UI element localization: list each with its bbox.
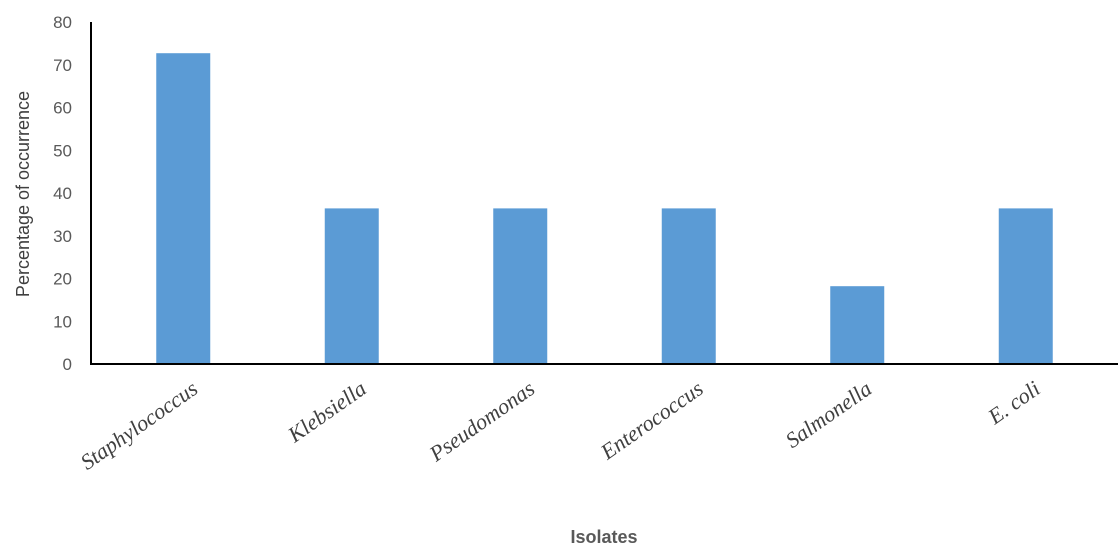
y-axis-title: Percentage of occurrence (13, 91, 33, 297)
bar (493, 208, 548, 364)
y-tick-label: 30 (53, 227, 72, 246)
y-tick-label: 60 (53, 99, 72, 118)
x-category-label: Klebsiella (282, 376, 370, 448)
bar (156, 53, 211, 365)
y-tick-label: 20 (53, 270, 72, 289)
y-axis-ticks: 0 10 20 30 40 50 60 70 80 (53, 13, 72, 374)
x-category-label: E. coli (982, 376, 1044, 430)
x-category-label: Pseudomonas (424, 376, 539, 467)
x-axis-title: Isolates (570, 527, 637, 547)
y-tick-label: 80 (53, 13, 72, 32)
y-tick-label: 40 (53, 184, 72, 203)
y-tick-label: 0 (63, 355, 72, 374)
x-axis-category-labels: Staphylococcus Klebsiella Pseudomonas Enter… (76, 376, 1045, 475)
x-category-label: Enterococcus (595, 376, 708, 465)
bars (156, 53, 1053, 365)
bar (998, 208, 1053, 364)
y-tick-label: 50 (53, 141, 72, 160)
x-category-label: Staphylococcus (76, 376, 202, 475)
bar (830, 286, 885, 364)
bar (324, 208, 379, 364)
x-category-label: Salmonella (781, 376, 876, 453)
bar (661, 208, 716, 364)
y-tick-label: 70 (53, 56, 72, 75)
y-tick-label: 10 (53, 312, 72, 331)
